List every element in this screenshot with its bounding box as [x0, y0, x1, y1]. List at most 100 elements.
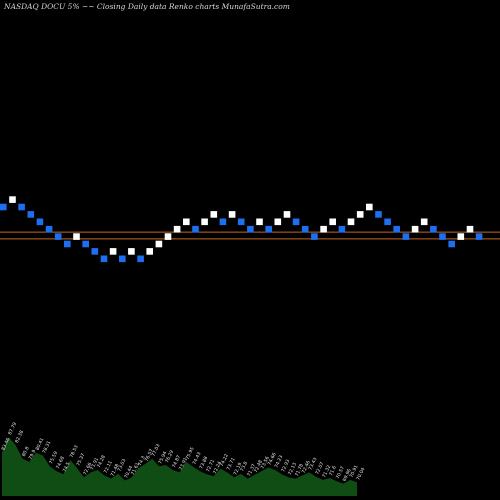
volume-label: 71.6 [328, 465, 338, 477]
up-brick [411, 225, 419, 233]
up-brick [183, 218, 190, 226]
volume-label: 73.91 [89, 457, 100, 472]
up-brick [283, 211, 291, 218]
volume-label: 82.38 [14, 430, 25, 445]
volume-label: 73.8 [239, 461, 249, 473]
volume-label: 71.48 [110, 463, 121, 478]
volume-label: 75.95 [185, 446, 196, 461]
down-brick [448, 240, 455, 248]
volume-label: 73.91 [178, 457, 189, 472]
volume-label: 72.24 [212, 461, 223, 476]
up-brick [466, 225, 474, 233]
volume-label: 74.28 [96, 454, 107, 469]
volume-label: 70.91 [349, 464, 360, 479]
down-brick [45, 225, 53, 233]
volume-label: 72.46 [301, 460, 312, 475]
up-brick [201, 218, 208, 226]
down-brick [64, 240, 71, 248]
up-brick [366, 203, 373, 211]
up-brick [274, 218, 282, 226]
down-brick [384, 218, 391, 226]
up-brick [73, 233, 80, 240]
volume-label: 72.07 [314, 461, 325, 476]
down-brick [430, 225, 437, 233]
down-brick [402, 233, 410, 240]
volume-label: 74.22 [219, 453, 230, 468]
volume-label: 74.66 [267, 452, 278, 467]
volume-labels: 83.4687.7982.3880.879.980.4178.3175.5974… [0, 421, 366, 482]
volume-area-path [2, 437, 357, 496]
volume-label: 70.44 [123, 465, 134, 480]
down-brick [311, 233, 318, 240]
volume-label: 87.79 [7, 421, 18, 436]
down-brick [375, 211, 382, 218]
up-brick [329, 218, 336, 226]
volume-label: 71.37 [246, 463, 257, 478]
down-brick [82, 240, 89, 248]
volume-label: 83.46 [0, 437, 11, 452]
down-brick [265, 225, 272, 233]
down-brick [36, 218, 44, 226]
volume-label: 73.03 [116, 458, 127, 473]
up-brick [228, 211, 236, 218]
up-brick [347, 218, 355, 226]
volume-area [2, 437, 357, 496]
down-brick [119, 255, 126, 263]
volume-label: 76.57 [144, 448, 155, 463]
volume-label: 78.31 [41, 440, 52, 455]
up-brick [173, 225, 181, 233]
up-brick [420, 218, 428, 226]
down-brick [27, 211, 35, 218]
chart-title: NASDAQ DOCU 5% ~~ Closing Daily data Ren… [3, 2, 290, 11]
volume-label: 77.03 [151, 443, 162, 458]
volume-label: 75.94 [157, 451, 168, 466]
volume-label: 72.71 [205, 459, 216, 474]
volume-label: 73.71 [226, 457, 237, 472]
up-brick [356, 211, 364, 218]
volume-label: 74.43 [192, 451, 203, 466]
volume-label: 73.43 [308, 457, 319, 472]
volume-label: 79.9 [28, 449, 38, 461]
volume-label: 75.59 [48, 451, 59, 466]
down-brick [475, 233, 483, 240]
up-brick [128, 248, 135, 255]
down-brick [219, 218, 227, 226]
up-brick [210, 211, 218, 218]
volume-label: 74.3 [137, 455, 147, 467]
volume-label: 72.13 [287, 462, 298, 477]
up-brick [256, 218, 263, 226]
down-brick [0, 203, 7, 211]
up-brick [146, 248, 153, 255]
down-brick [393, 225, 400, 233]
down-brick [192, 225, 199, 233]
volume-label: 74.5 [62, 461, 72, 473]
up-brick [457, 233, 465, 240]
volume-label: 74.68 [55, 456, 66, 471]
volume-label: 72.66 [82, 462, 93, 477]
down-brick [237, 218, 245, 226]
volume-label: 72.93 [280, 459, 291, 474]
volume-label: 80.41 [34, 437, 45, 452]
volume-label: 75.37 [75, 452, 86, 467]
up-brick [155, 240, 163, 248]
renko-bricks [0, 196, 483, 263]
volume-label: 72.11 [103, 460, 114, 475]
volume-label: 73.56 [260, 456, 271, 471]
down-brick [247, 225, 254, 233]
down-brick [338, 225, 346, 233]
down-brick [100, 255, 108, 263]
down-brick [91, 248, 99, 255]
down-brick [54, 233, 62, 240]
volume-label: 74.23 [273, 454, 284, 469]
volume-label: 69.96 [342, 468, 353, 483]
volume-label: 80.8 [21, 446, 31, 458]
volume-label: 78.53 [69, 444, 80, 459]
volume-label: 70.57 [335, 465, 346, 480]
down-brick [18, 203, 25, 211]
volume-label: 72.48 [253, 459, 264, 474]
volume-label: 70.04 [355, 467, 366, 482]
volume-label: 71.61 [130, 462, 141, 477]
down-brick [301, 225, 309, 233]
